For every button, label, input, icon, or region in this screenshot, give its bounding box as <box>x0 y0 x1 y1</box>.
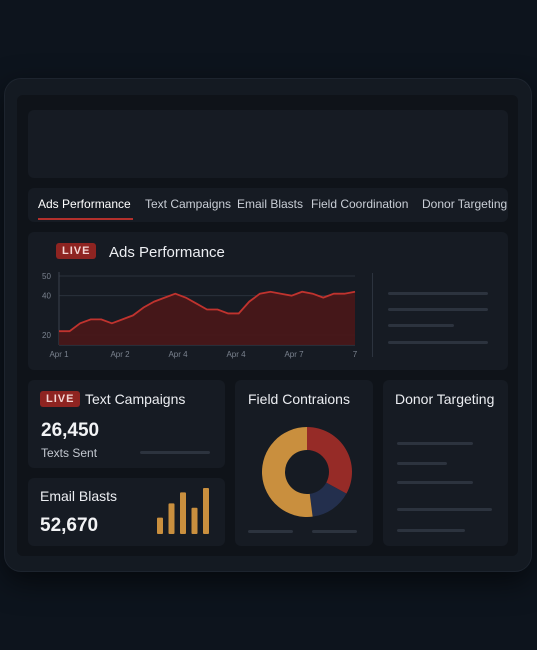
area-fill <box>59 291 355 345</box>
y-tick-label: 40 <box>42 292 51 301</box>
tab-text-campaigns[interactable]: Text Campaigns <box>145 197 232 211</box>
y-tick-label: 20 <box>42 331 51 340</box>
tab-ads-performance[interactable]: Ads Performance <box>38 197 131 211</box>
email-blasts-title: Email Blasts <box>40 488 118 504</box>
placeholder-line <box>248 530 293 533</box>
x-tick-label: Apr 2 <box>110 350 130 359</box>
legend-line <box>388 324 454 327</box>
placeholder-line <box>140 451 210 454</box>
tab-email-blasts[interactable]: Email Blasts <box>237 197 304 211</box>
active-tab-indicator <box>38 218 133 220</box>
donut-slice <box>262 427 313 517</box>
live-badge: LIVE <box>40 391 81 407</box>
x-tick-label: Apr 1 <box>49 350 69 359</box>
divider <box>372 273 373 357</box>
donor-targeting-title: Donor Targeting <box>395 391 495 407</box>
legend-line <box>388 292 488 295</box>
live-badge: LIVE <box>56 243 97 259</box>
placeholder-line <box>397 462 447 465</box>
placeholder-line <box>397 481 473 484</box>
tab-bar <box>28 188 508 222</box>
header-bar <box>28 110 508 178</box>
text-campaigns-title: Text Campaigns <box>85 391 186 407</box>
tab-field-coordination[interactable]: Field Coordination <box>311 197 409 211</box>
donut-slice <box>307 427 352 494</box>
series-line <box>59 290 356 333</box>
donut-slice <box>309 482 347 517</box>
placeholder-line <box>312 530 357 533</box>
texts-sent-value: 26,450 <box>41 420 100 441</box>
email-blasts-value: 52,670 <box>40 515 99 536</box>
email-bar-chart <box>157 488 209 534</box>
texts-sent-label: Texts Sent <box>41 446 98 460</box>
x-tick-label: 7 <box>353 350 358 359</box>
ads-performance-title: Ads Performance <box>109 244 225 261</box>
tab-donor-targeting[interactable]: Donor Targeting <box>422 197 508 211</box>
field-title: Field Contraions <box>248 391 350 407</box>
bar <box>157 517 163 534</box>
bar <box>168 503 175 534</box>
x-tick-label: Apr 4 <box>226 350 246 359</box>
placeholder-line <box>397 442 473 445</box>
y-tick-label: 50 <box>42 272 51 281</box>
placeholder-line <box>397 529 465 532</box>
legend-line <box>388 308 488 311</box>
field-donut-chart <box>262 427 352 517</box>
bar <box>180 492 186 534</box>
bar <box>203 488 209 534</box>
x-tick-label: Apr 7 <box>284 350 304 359</box>
legend-line <box>388 341 488 344</box>
bar <box>191 507 198 534</box>
placeholder-line <box>397 508 492 511</box>
x-tick-label: Apr 4 <box>168 350 188 359</box>
